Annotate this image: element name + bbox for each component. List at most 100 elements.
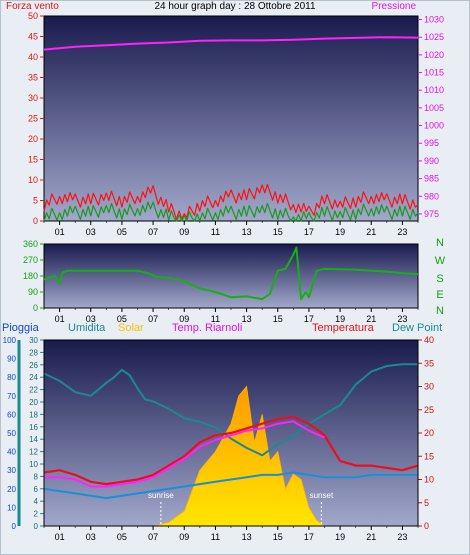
wind-xtick-label: 05 xyxy=(117,227,127,237)
temperature-xtick-label: 13 xyxy=(242,532,252,542)
direction-xtick-label: 23 xyxy=(397,314,407,324)
wind-axis-label: Forza vento xyxy=(6,1,59,12)
wind-speed-line xyxy=(43,201,419,222)
wind-ytick-label: 25 xyxy=(28,114,38,124)
temperature-tick-label: 25 xyxy=(424,405,434,415)
temperature-xtick-label: 15 xyxy=(273,532,283,542)
wind-direction-line xyxy=(43,246,419,301)
wind-ytick-label: 50 xyxy=(28,11,38,21)
wind-ytick-label: 35 xyxy=(28,73,38,83)
pressure-ytick-label: 1010 xyxy=(424,85,444,95)
umidita-tick-label: 20 xyxy=(29,398,38,407)
pioggia-tick-label: 50 xyxy=(7,429,16,438)
pressure-axis-label: Pressione xyxy=(372,1,417,12)
dew-point-label: Dew Point xyxy=(392,322,442,334)
pioggia-tick-label: 100 xyxy=(3,336,17,345)
wind-ytick-label: 10 xyxy=(28,175,38,185)
pressure-ytick-label: 995 xyxy=(424,138,439,148)
umidita-tick-label: 8 xyxy=(34,472,39,481)
wind-xtick-label: 03 xyxy=(86,227,96,237)
direction-xtick-label: 17 xyxy=(304,314,314,324)
temperature-tick-label: 20 xyxy=(424,428,434,438)
direction-xtick-label: 19 xyxy=(335,314,345,324)
wind-xtick-label: 19 xyxy=(335,227,345,237)
wind-gust-line xyxy=(43,183,419,220)
pioggia-tick-label: 40 xyxy=(7,448,16,457)
pressure-ytick-label: 1015 xyxy=(424,68,444,78)
temperature-xtick-label: 21 xyxy=(366,532,376,542)
pressure-ytick-label: 1020 xyxy=(424,50,444,60)
direction-xtick-label: 15 xyxy=(273,314,283,324)
pioggia-tick-label: 0 xyxy=(12,522,17,531)
direction-ytick-label: 90 xyxy=(28,287,38,297)
direction-xtick-label: 07 xyxy=(148,314,158,324)
temp-riarnoli-label: Temp. Riarnoli xyxy=(172,322,242,334)
direction-xtick-label: 03 xyxy=(86,314,96,324)
wind-xtick-label: 01 xyxy=(55,227,65,237)
pressure-ytick-label: 990 xyxy=(424,156,439,166)
pressure-ytick-label: 980 xyxy=(424,191,439,201)
wind-xtick-label: 11 xyxy=(211,227,220,237)
umidita-tick-label: 16 xyxy=(29,423,38,432)
compass-letter: N xyxy=(436,237,444,249)
pressure-line xyxy=(43,36,419,51)
wind-ytick-label: 30 xyxy=(28,93,38,103)
direction-ytick-label: 180 xyxy=(23,271,38,281)
umidita-tick-label: 26 xyxy=(29,361,38,370)
temperature-line xyxy=(43,415,419,486)
direction-ytick-label: 270 xyxy=(23,255,38,265)
wind-plot-area xyxy=(44,16,418,221)
umidita-tick-label: 28 xyxy=(29,348,38,357)
umidita-tick-label: 0 xyxy=(34,522,39,531)
temperature-tick-label: 35 xyxy=(424,358,434,368)
temperature-tick-label: 30 xyxy=(424,382,434,392)
pressure-ytick-label: 1030 xyxy=(424,15,444,25)
pressure-ytick-label: 1000 xyxy=(424,121,444,131)
wind-ytick-label: 20 xyxy=(28,134,38,144)
umidita-tick-label: 30 xyxy=(29,336,38,345)
wind-xtick-label: 15 xyxy=(273,227,283,237)
direction-xtick-label: 21 xyxy=(366,314,376,324)
temperatura-label: Temperatura xyxy=(312,322,375,334)
wind-xtick-label: 07 xyxy=(148,227,158,237)
umidita-tick-label: 12 xyxy=(29,448,38,457)
temperature-tick-label: 15 xyxy=(424,451,434,461)
dew-point-line xyxy=(43,471,418,500)
temperature-tick-label: 40 xyxy=(424,335,434,345)
pressure-ytick-label: 1025 xyxy=(424,32,444,42)
pressure-ytick-label: 975 xyxy=(424,209,439,219)
direction-ytick-label: 0 xyxy=(33,303,38,313)
temperature-xtick-label: 17 xyxy=(304,532,314,542)
wind-xtick-label: 17 xyxy=(304,227,314,237)
temperature-tick-label: 5 xyxy=(424,498,429,508)
direction-ytick-label: 360 xyxy=(23,239,38,249)
umidita-tick-label: 24 xyxy=(29,373,38,382)
pioggia-tick-label: 10 xyxy=(7,503,16,512)
direction-xtick-label: 11 xyxy=(211,314,220,324)
umidita-tick-label: 6 xyxy=(34,485,39,494)
pioggia-tick-label: 70 xyxy=(7,392,16,401)
wind-xtick-label: 21 xyxy=(366,227,376,237)
sunset-label: sunset xyxy=(310,491,334,500)
wind-xtick-label: 23 xyxy=(397,227,407,237)
pioggia-tick-label: 30 xyxy=(7,466,16,475)
temperature-xtick-label: 05 xyxy=(117,532,127,542)
compass-letter: S xyxy=(436,273,443,285)
umidita-tick-label: 4 xyxy=(34,497,39,506)
umidita-label: Umidita xyxy=(68,322,106,334)
temperature-xtick-label: 11 xyxy=(211,532,220,542)
pressure-ytick-label: 985 xyxy=(424,174,439,184)
pioggia-tick-label: 20 xyxy=(7,485,16,494)
umidita-tick-label: 18 xyxy=(29,410,38,419)
wind-ytick-label: 45 xyxy=(28,32,38,42)
compass-letter: W xyxy=(435,255,446,267)
temperature-xtick-label: 23 xyxy=(397,532,407,542)
temperature-xtick-label: 03 xyxy=(86,532,96,542)
direction-xtick-label: 05 xyxy=(117,314,127,324)
umidita-tick-label: 2 xyxy=(34,510,39,519)
direction-xtick-label: 13 xyxy=(242,314,252,324)
wind-ytick-label: 0 xyxy=(33,216,38,226)
humidity-line xyxy=(43,363,418,457)
pioggia-label: Pioggia xyxy=(2,322,40,334)
